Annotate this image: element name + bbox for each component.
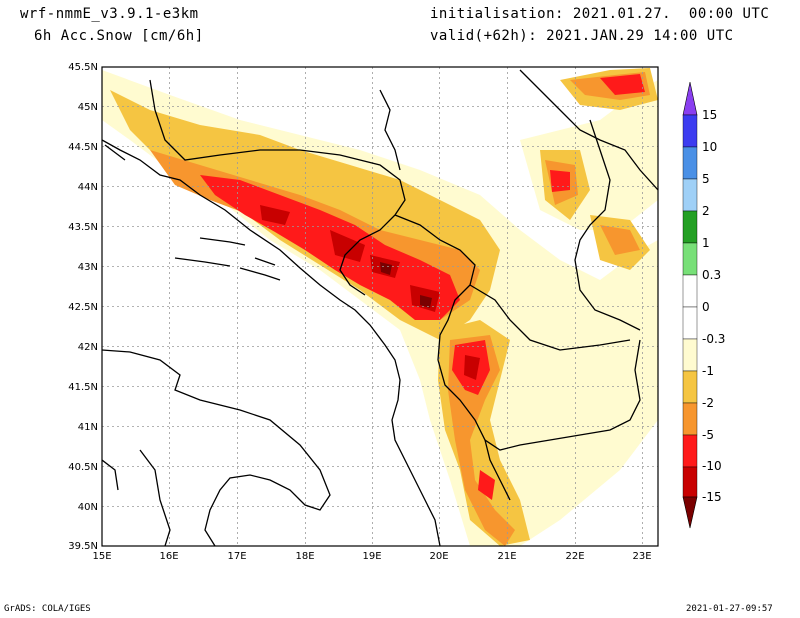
colorbar-label: 5	[702, 172, 710, 186]
snow-field	[102, 68, 658, 546]
footer-credit: GrADS: COLA/IGES	[4, 604, 91, 614]
colorbar-labels: 15 10 5 2 1 0.3 0 -0.3 -1 -2 -5 -10 -15	[702, 108, 725, 504]
colorbar-label: 1	[702, 236, 710, 250]
colorbar-label: -0.3	[702, 332, 725, 346]
valid-time: valid(+62h): 2021.JAN.29 14:00 UTC	[430, 28, 734, 44]
colorbar-label: 2	[702, 204, 710, 218]
colorbar-swatch	[682, 114, 698, 148]
colorbar	[682, 81, 698, 529]
coastlines-borders	[102, 69, 658, 546]
lat-label: 40N	[78, 502, 98, 513]
lon-label: 18E	[295, 551, 314, 562]
colorbar-swatch	[682, 434, 698, 468]
colorbar-swatch	[682, 242, 698, 276]
colorbar-swatch	[682, 370, 698, 404]
colorbar-swatch	[682, 466, 698, 498]
lat-label: 40.5N	[68, 462, 98, 473]
colorbar-label: 0.3	[702, 268, 721, 282]
lat-label: 42.5N	[68, 302, 98, 313]
lat-label: 44N	[78, 182, 98, 193]
model-title: wrf-nmmE_v3.9.1-e3km	[20, 6, 199, 22]
lat-label: 43.5N	[68, 222, 98, 233]
field-title: 6h Acc.Snow [cm/6h]	[34, 28, 204, 44]
lat-label: 41N	[78, 422, 98, 433]
colorbar-swatch	[682, 306, 698, 340]
lon-label: 22E	[565, 551, 584, 562]
colorbar-label: -5	[702, 428, 714, 442]
colorbar-swatch	[682, 274, 698, 308]
colorbar-swatch	[682, 402, 698, 436]
lat-label: 44.5N	[68, 142, 98, 153]
lon-label: 23E	[632, 551, 651, 562]
colorbar-label: 10	[702, 140, 717, 154]
lon-label: 19E	[362, 551, 381, 562]
colorbar-swatch	[682, 338, 698, 372]
lat-label: 41.5N	[68, 382, 98, 393]
colorbar-label: 15	[702, 108, 717, 122]
lon-label: 20E	[429, 551, 448, 562]
colorbar-swatch	[682, 146, 698, 180]
map-frame	[101, 66, 659, 547]
colorbar-label: -10	[702, 459, 722, 473]
lat-tick-labels: 45.5N 45N 44.5N 44N 43.5N 43N 42.5N 42N …	[68, 62, 98, 552]
colorbar-bottom-arrow	[682, 496, 698, 529]
colorbar-label: -1	[702, 364, 714, 378]
lat-label: 45.5N	[68, 62, 98, 73]
colorbar-label: -2	[702, 396, 714, 410]
lon-label: 17E	[227, 551, 246, 562]
lat-label: 42N	[78, 342, 98, 353]
colorbar-top-arrow	[682, 81, 698, 116]
lon-label: 15E	[92, 551, 111, 562]
colorbar-label: -15	[702, 490, 722, 504]
lat-label: 43N	[78, 262, 98, 273]
lat-label: 39.5N	[68, 541, 98, 552]
lon-label: 16E	[159, 551, 178, 562]
lat-label: 45N	[78, 102, 98, 113]
lon-tick-labels: 15E 16E 17E 18E 19E 20E 21E 22E 23E	[92, 551, 651, 562]
colorbar-swatch	[682, 210, 698, 244]
colorbar-label: 0	[702, 300, 710, 314]
footer-timestamp: 2021-01-27-09:57	[686, 604, 773, 614]
init-time: initialisation: 2021.01.27. 00:00 UTC	[430, 6, 770, 22]
lon-label: 21E	[497, 551, 516, 562]
colorbar-swatch	[682, 178, 698, 212]
